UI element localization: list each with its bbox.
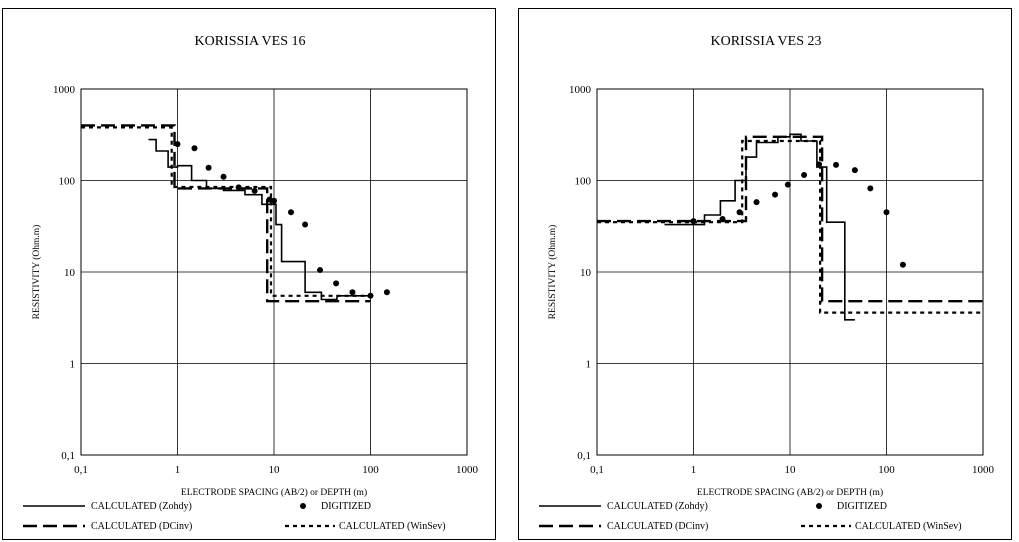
c0-series-winsev-line <box>81 126 371 297</box>
c1-x-tick-label: 1 <box>691 464 697 476</box>
c1-x-tick-label: 10 <box>785 464 797 476</box>
c0-chart-title: KORISSIA VES 16 <box>195 34 306 49</box>
c1-legend-zohdy-label: CALCULATED (Zohdy) <box>607 501 708 512</box>
chart-ves23: KORISSIA VES 23 0,1 1 10 100 1000 0,1 1 10 100 100… <box>539 34 995 532</box>
c1-digitized-point <box>784 181 791 188</box>
c1-digitized-point <box>899 261 906 268</box>
c0-digitized-point <box>287 209 294 216</box>
c1-y-tick-label: 1000 <box>569 84 592 96</box>
c0-digitized-point <box>174 141 181 148</box>
c1-legend-digitized-swatch <box>816 503 822 509</box>
c1-digitized-point <box>883 209 890 216</box>
c0-y-tick-label: 1 <box>70 359 76 371</box>
c0-x-tick-label: 1 <box>175 464 181 476</box>
c0-y-tick-label: 1000 <box>53 84 76 96</box>
c0-x-tick-label: 10 <box>269 464 281 476</box>
c0-digitized-point <box>367 292 374 299</box>
c1-series-winsev-line <box>597 139 983 314</box>
c1-digitized-point <box>851 167 858 174</box>
c0-digitized-point <box>235 184 242 191</box>
c1-legend-winsev-label: CALCULATED (WinSev) <box>855 521 962 532</box>
c0-digitized-point <box>220 173 227 180</box>
c1-x-tick-label: 0,1 <box>590 464 604 476</box>
c1-legend-dcinv-label: CALCULATED (DCinv) <box>607 521 708 532</box>
c1-y-tick-label: 100 <box>575 176 592 188</box>
c1-y-tick-label: 0,1 <box>577 450 591 462</box>
c1-y-tick-label: 10 <box>580 267 592 279</box>
c1-digitized-point <box>719 215 726 222</box>
chart-panel-ves23: KORISSIA VES 23 0,1 1 10 100 1000 0,1 1 10 100 100… <box>518 8 1012 540</box>
c1-digitized-point <box>690 218 697 225</box>
c1-x-tick-label: 100 <box>878 464 895 476</box>
c0-digitized-point <box>383 289 390 296</box>
c1-digitized-point <box>867 185 874 192</box>
c0-y-tick-label: 10 <box>64 267 76 279</box>
c0-series-zohdy-line <box>148 138 371 301</box>
c1-digitized-point <box>816 161 823 168</box>
c1-digitized-point <box>833 161 840 168</box>
c0-digitized-point <box>271 197 277 204</box>
c0-digitized-point <box>333 280 340 287</box>
c1-legend-digitized-label: DIGITIZED <box>837 501 887 512</box>
c1-y-axis-label: RESISTIVITY (Ohm.m) <box>547 225 558 320</box>
c0-legend-digitized-label: DIGITIZED <box>321 501 371 512</box>
c1-chart-title: KORISSIA VES 23 <box>711 34 822 49</box>
c0-digitized-point <box>191 145 198 152</box>
c0-legend-digitized-swatch <box>300 503 306 509</box>
c0-digitized-point <box>302 221 309 228</box>
c0-digitized-point <box>349 289 356 296</box>
chart-panel-ves16: KORISSIA VES 16 0,1 1 10 100 1000 0,1 1 10 100 100… <box>2 8 496 540</box>
c0-digitized-point <box>205 164 212 171</box>
c1-digitized-point <box>753 199 760 206</box>
c1-x-tick-label: 1000 <box>972 464 995 476</box>
c1-digitized-point <box>736 209 743 216</box>
c0-digitized-point <box>317 267 324 274</box>
c0-series-dcinv-line <box>81 124 371 303</box>
c0-legend-winsev-label: CALCULATED (WinSev) <box>339 521 446 532</box>
c0-x-axis-label: ELECTRODE SPACING (AB/2) or DEPTH (m) <box>181 487 367 498</box>
c0-y-tick-label: 0,1 <box>61 450 75 462</box>
c0-x-tick-label: 100 <box>362 464 379 476</box>
c1-series-zohdy-line <box>664 133 855 321</box>
chart-ves16: KORISSIA VES 16 0,1 1 10 100 1000 0,1 1 10 100 100… <box>23 34 479 532</box>
c1-digitized-point <box>772 191 779 198</box>
c0-y-tick-label: 100 <box>59 176 76 188</box>
c0-y-axis-label: RESISTIVITY (Ohm.m) <box>31 225 42 320</box>
c0-x-tick-label: 1000 <box>456 464 479 476</box>
c0-digitized-point <box>251 187 258 194</box>
c1-x-axis-label: ELECTRODE SPACING (AB/2) or DEPTH (m) <box>697 487 883 498</box>
c0-legend-dcinv-label: CALCULATED (DCinv) <box>91 521 192 532</box>
c1-digitized-point <box>801 171 808 178</box>
c1-y-tick-label: 1 <box>586 359 592 371</box>
c0-legend-zohdy-label: CALCULATED (Zohdy) <box>91 501 192 512</box>
c0-x-tick-label: 0,1 <box>74 464 88 476</box>
